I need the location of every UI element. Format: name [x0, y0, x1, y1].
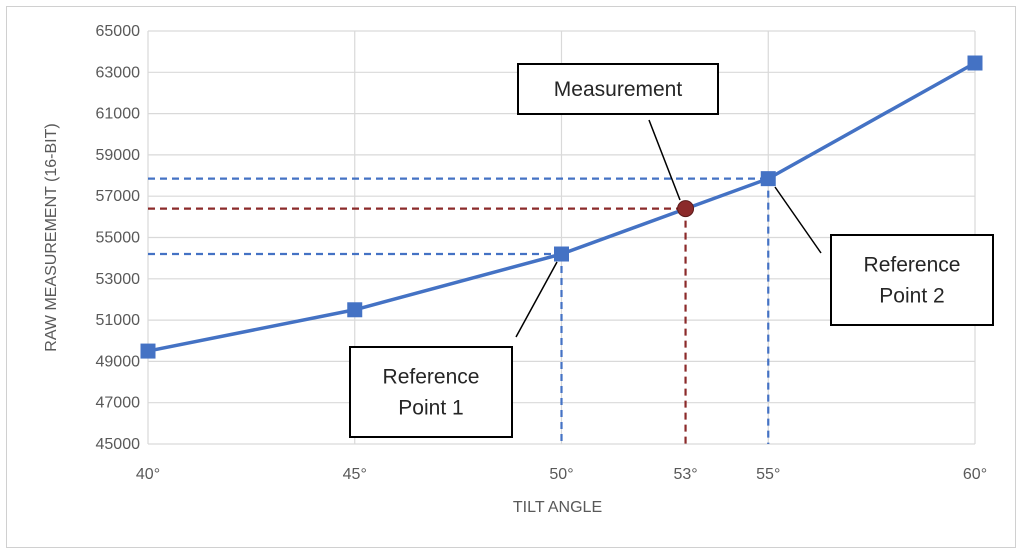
measurement-point-marker — [677, 200, 695, 218]
x-tick-label: 50° — [549, 466, 573, 483]
data-point-marker — [554, 246, 569, 262]
x-tick-label: 55° — [756, 466, 780, 483]
x-tick-label: 60° — [963, 466, 987, 483]
y-tick-label: 45000 — [96, 436, 141, 453]
y-tick-label: 65000 — [96, 23, 141, 40]
reference-point-2-callout-box — [830, 234, 994, 326]
y-tick-label: 49000 — [96, 353, 141, 370]
y-tick-label: 51000 — [96, 312, 141, 329]
y-tick-label: 63000 — [96, 64, 141, 81]
reference-point-1-callout-leader-line — [515, 261, 558, 338]
reference-point-2-callout-text: Reference — [864, 254, 961, 277]
y-axis-title: RAW MEASUREMENT (16-BIT) — [43, 123, 60, 351]
measurement-callout-box — [517, 63, 719, 115]
chart-frame — [6, 6, 1016, 548]
measurement-callout-text: Measurement — [554, 78, 683, 101]
reference-point-1-callout-box — [349, 346, 513, 438]
data-point-marker — [760, 171, 776, 187]
data-point-marker — [347, 302, 363, 318]
data-point-marker — [967, 55, 983, 71]
y-tick-label: 61000 — [96, 106, 141, 123]
y-tick-label: 57000 — [96, 188, 141, 205]
x-tick-label: 53° — [673, 466, 697, 483]
reference-point-1-callout-text: Point 1 — [398, 397, 463, 420]
y-tick-label: 47000 — [96, 395, 141, 412]
x-axis-title: TILT ANGLE — [513, 499, 602, 516]
y-tick-label: 55000 — [96, 230, 141, 247]
reference-point-1-callout-text: Reference — [383, 366, 480, 389]
data-point-marker — [140, 343, 156, 359]
x-tick-label: 45° — [343, 466, 367, 483]
y-tick-label: 59000 — [96, 147, 141, 164]
reference-point-2-callout-leader-line — [774, 186, 822, 254]
x-tick-label: 40° — [136, 466, 160, 483]
measurement-callout-leader-line — [648, 119, 681, 201]
reference-point-2-callout-text: Point 2 — [879, 285, 944, 308]
y-tick-label: 53000 — [96, 271, 141, 288]
